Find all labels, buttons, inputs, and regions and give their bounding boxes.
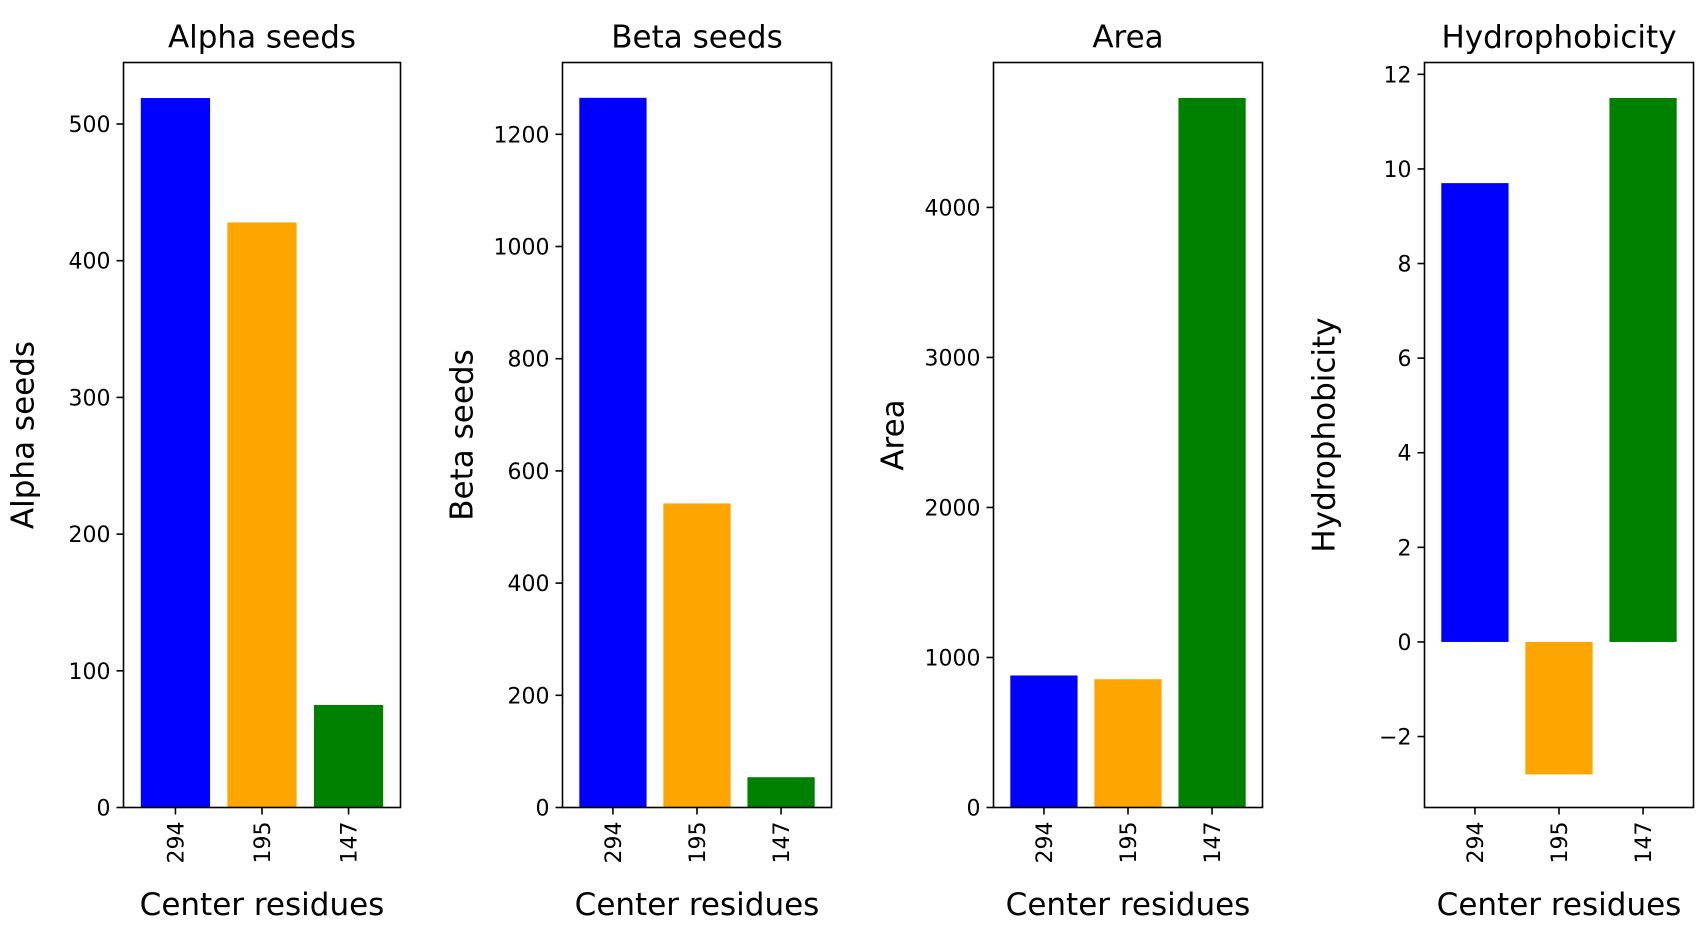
y-tick-label: −2 <box>1379 726 1411 751</box>
bar-147 <box>1178 97 1246 808</box>
y-tick-label: 600 <box>508 460 550 485</box>
x-axis: 294 195 147 <box>1464 807 1657 864</box>
y-tick-label: 8 <box>1398 253 1412 278</box>
plot-frame <box>122 61 402 809</box>
x-axis-label: Center residues <box>140 887 385 923</box>
bars <box>1441 97 1677 775</box>
panel-area: Area Center residues Area 0 1000 2000 3000 4… <box>876 20 1264 923</box>
y-tick-label: 1000 <box>494 236 550 261</box>
y-tick-label: 200 <box>508 684 550 709</box>
x-tick-label: 195 <box>251 822 276 864</box>
y-tick-label: 0 <box>1398 631 1412 656</box>
x-axis: 294 195 147 <box>1033 807 1226 864</box>
y-tick-label: 200 <box>69 523 111 548</box>
x-tick-label: 195 <box>686 822 711 864</box>
bar-195 <box>227 222 297 808</box>
x-axis-label: Center residues <box>575 887 820 923</box>
bars <box>1010 97 1246 808</box>
y-tick-label: 6 <box>1398 347 1412 372</box>
bar-294 <box>579 97 647 808</box>
bar-294 <box>1441 183 1509 642</box>
bar-195 <box>663 503 731 808</box>
y-tick-label: 3000 <box>925 346 981 371</box>
plot-frame <box>1423 61 1695 809</box>
y-axis-label: Hydrophobicity <box>1307 317 1343 552</box>
y-axis: −2 0 2 4 6 8 10 12 <box>1379 63 1425 751</box>
y-axis: 0 100 200 300 400 500 <box>69 113 124 822</box>
y-tick-label: 4 <box>1398 442 1412 467</box>
y-tick-label: 1200 <box>494 123 550 148</box>
y-axis-label: Area <box>876 399 912 470</box>
panel-title: Beta seeds <box>611 20 782 56</box>
bars <box>140 98 384 808</box>
bar-147 <box>747 777 815 808</box>
y-tick-label: 2000 <box>925 496 981 521</box>
bar-147 <box>313 704 384 808</box>
y-tick-label: 4000 <box>925 196 981 221</box>
x-tick-label: 294 <box>1464 822 1489 864</box>
panel-alpha-seeds: Alpha seeds Center residues Alpha seeds … <box>6 20 402 923</box>
y-tick-label: 10 <box>1384 158 1412 183</box>
bars <box>579 97 815 808</box>
y-tick-label: 100 <box>69 660 111 685</box>
panel-hydrophobicity: Hydrophobicity Center residues Hydrophob… <box>1307 20 1695 923</box>
bar-294 <box>140 98 211 808</box>
bar-195 <box>1094 679 1162 808</box>
y-tick-label: 2 <box>1398 536 1412 561</box>
y-tick-label: 12 <box>1384 63 1412 88</box>
y-axis: 0 1000 2000 3000 4000 <box>925 196 994 822</box>
panel-beta-seeds: Beta seeds Center residues Beta seeds 0 2… <box>445 20 833 923</box>
x-tick-label: 195 <box>1548 822 1573 864</box>
y-tick-label: 300 <box>69 386 111 411</box>
x-axis-label: Center residues <box>1006 887 1251 923</box>
panel-title: Area <box>1092 20 1163 56</box>
plot-frame <box>561 61 833 809</box>
x-tick-label: 147 <box>770 822 795 864</box>
bar-147 <box>1609 97 1677 642</box>
y-tick-label: 0 <box>967 797 981 822</box>
x-axis-label: Center residues <box>1437 887 1682 923</box>
plot-frame <box>992 61 1264 809</box>
x-tick-label: 294 <box>1033 822 1058 864</box>
y-tick-label: 0 <box>536 797 550 822</box>
panel-title: Hydrophobicity <box>1441 20 1676 56</box>
x-tick-label: 195 <box>1117 822 1142 864</box>
x-axis: 294 195 147 <box>164 807 363 864</box>
x-tick-label: 147 <box>1201 822 1226 864</box>
y-tick-label: 1000 <box>925 646 981 671</box>
panel-title: Alpha seeds <box>168 20 356 56</box>
bar-294 <box>1010 675 1078 808</box>
y-tick-label: 400 <box>508 572 550 597</box>
x-tick-label: 294 <box>164 822 189 864</box>
x-tick-label: 294 <box>602 822 627 864</box>
y-tick-label: 0 <box>97 797 111 822</box>
y-axis: 0 200 400 600 800 1000 1200 <box>494 123 563 822</box>
x-tick-label: 147 <box>338 822 363 864</box>
y-tick-label: 800 <box>508 348 550 373</box>
y-axis-label: Beta seeds <box>445 349 481 520</box>
x-axis: 294 195 147 <box>602 807 795 864</box>
y-axis-label: Alpha seeds <box>6 341 42 529</box>
bar-195 <box>1525 641 1593 775</box>
y-tick-label: 500 <box>69 113 111 138</box>
y-tick-label: 400 <box>69 250 111 275</box>
x-tick-label: 147 <box>1632 822 1657 864</box>
